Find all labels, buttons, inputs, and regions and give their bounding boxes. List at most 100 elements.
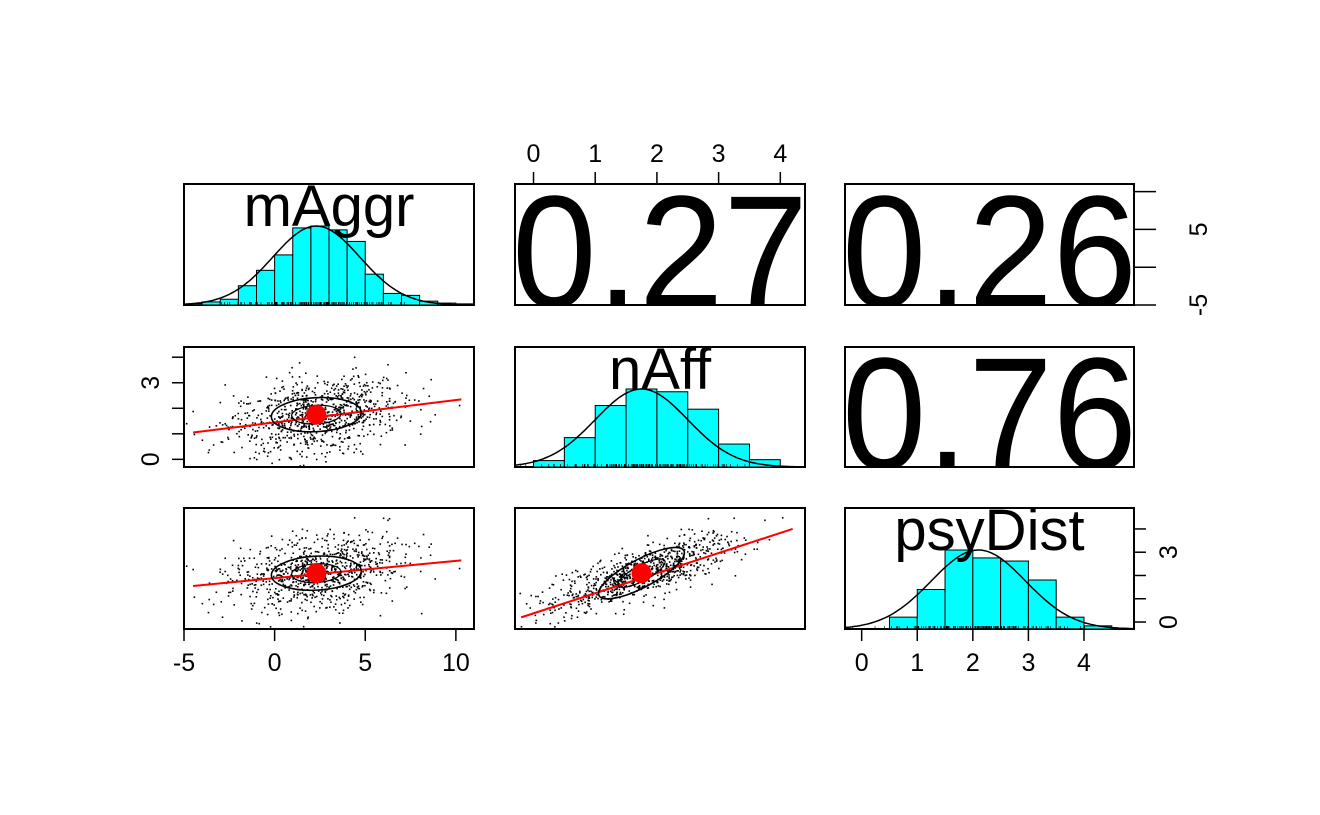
point xyxy=(289,404,292,407)
point xyxy=(592,565,594,568)
point xyxy=(563,604,565,606)
point xyxy=(296,383,299,386)
point xyxy=(621,565,624,567)
point xyxy=(580,600,583,603)
point xyxy=(266,567,268,570)
point xyxy=(282,436,285,439)
point xyxy=(663,598,665,601)
point xyxy=(229,578,232,580)
point xyxy=(259,550,262,553)
point xyxy=(254,422,257,425)
point xyxy=(418,545,420,548)
point xyxy=(675,555,678,558)
point xyxy=(343,403,345,406)
point xyxy=(608,576,610,578)
point xyxy=(269,450,272,453)
point xyxy=(707,550,710,553)
point xyxy=(262,580,265,582)
point xyxy=(277,598,279,600)
point xyxy=(388,552,390,554)
point xyxy=(324,539,326,542)
point xyxy=(350,392,352,395)
point xyxy=(353,383,356,385)
point xyxy=(337,392,340,394)
point xyxy=(313,559,316,562)
point xyxy=(244,423,247,426)
point xyxy=(293,433,295,436)
point xyxy=(242,557,245,560)
variable-label-psyDist: psyDist xyxy=(894,498,1084,563)
point xyxy=(267,568,270,571)
point xyxy=(288,539,291,541)
hist-bar-mAggr-9 xyxy=(346,240,366,305)
point xyxy=(270,562,273,565)
point xyxy=(595,576,598,578)
point xyxy=(334,546,337,548)
point xyxy=(375,413,377,416)
point xyxy=(633,581,636,583)
point xyxy=(673,571,676,574)
point xyxy=(680,565,682,568)
point xyxy=(292,552,295,555)
point xyxy=(525,602,528,605)
point xyxy=(714,561,716,563)
point xyxy=(348,588,351,591)
point xyxy=(606,571,608,574)
point xyxy=(380,410,382,412)
point xyxy=(370,407,373,410)
point xyxy=(570,603,572,606)
point xyxy=(317,425,319,427)
point xyxy=(336,587,338,589)
point xyxy=(333,537,335,540)
point xyxy=(607,590,609,593)
point xyxy=(269,588,271,591)
point xyxy=(740,558,743,561)
point xyxy=(718,567,720,570)
point xyxy=(721,547,724,550)
point xyxy=(358,563,360,566)
point xyxy=(291,389,294,392)
point xyxy=(296,404,298,407)
point xyxy=(657,557,659,560)
point xyxy=(356,564,358,567)
point xyxy=(331,398,334,400)
point xyxy=(615,580,617,583)
point xyxy=(305,537,307,539)
point xyxy=(338,438,341,440)
point xyxy=(207,611,210,614)
point xyxy=(267,569,269,572)
point xyxy=(605,576,608,578)
y-axis-nAff-tick-0: 0 xyxy=(137,452,165,466)
point xyxy=(583,574,585,576)
point xyxy=(330,444,332,447)
point xyxy=(234,414,237,417)
point xyxy=(655,564,658,567)
point xyxy=(270,393,272,395)
point xyxy=(341,556,344,558)
point xyxy=(296,576,298,579)
point xyxy=(351,572,353,574)
point xyxy=(296,397,299,400)
point xyxy=(342,578,345,581)
point xyxy=(303,547,306,549)
point xyxy=(554,625,556,628)
point xyxy=(643,595,645,597)
point xyxy=(295,382,297,384)
point xyxy=(361,551,363,553)
point xyxy=(381,535,384,538)
point xyxy=(350,568,352,570)
point xyxy=(643,582,646,585)
point xyxy=(338,581,341,584)
point xyxy=(340,387,342,390)
point xyxy=(384,579,387,582)
point xyxy=(326,606,328,609)
point xyxy=(570,585,573,587)
point xyxy=(621,578,623,581)
point xyxy=(215,591,218,594)
point xyxy=(276,412,279,415)
point xyxy=(658,561,661,564)
point xyxy=(232,416,234,418)
point xyxy=(430,543,432,545)
point xyxy=(371,547,374,550)
point xyxy=(571,571,574,574)
